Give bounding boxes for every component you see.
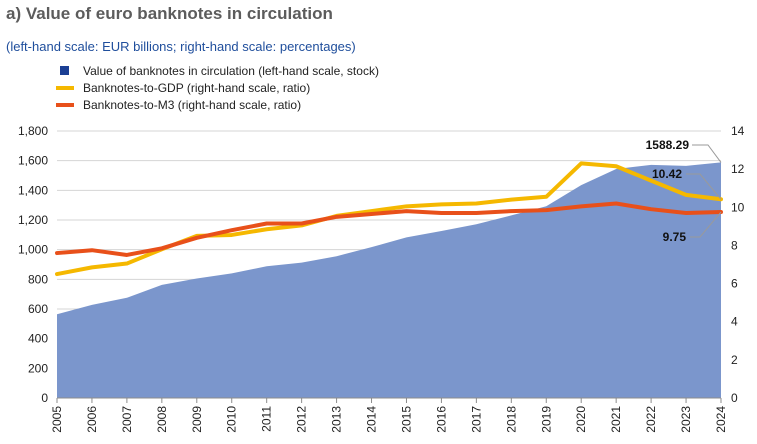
series-line-banknotes-to-m3 [55,201,723,257]
x-tick-label: 2024 [714,406,728,433]
y-right-tick-label: 2 [731,353,738,367]
x-tick-label: 2022 [644,406,658,433]
y-right-tick-label: 4 [731,315,738,329]
legend-label: Value of banknotes in circulation (left-… [83,64,379,78]
chart-title: a) Value of euro banknotes in circulatio… [6,4,333,23]
x-tick-label: 2007 [120,406,134,433]
x-tick-label: 2015 [399,406,413,433]
x-tick-label: 2016 [434,406,448,433]
y-left-tick-label: 400 [28,332,48,346]
x-tick-label: 2014 [365,406,379,433]
y-left-tick-label: 800 [28,272,48,286]
y-right-tick-label: 12 [731,162,745,176]
y-left-tick-label: 1,200 [18,213,48,227]
annotation-leader [692,144,722,163]
y-left-tick-label: 1,800 [18,124,48,138]
y-right-tick-label: 8 [731,238,738,252]
annotation-leader [686,173,722,200]
chart-subtitle: (left-hand scale: EUR billions; right-ha… [6,39,356,54]
x-tick-label: 2008 [155,406,169,433]
legend-label: Banknotes-to-GDP (right-hand scale, rati… [83,81,310,95]
x-tick-label: 2013 [330,406,344,433]
x-tick-label: 2017 [469,406,483,433]
x-tick-label: 2011 [260,406,274,432]
y-right-tick-label: 10 [731,200,745,214]
x-tick-label: 2020 [574,406,588,433]
y-left-tick-label: 1,600 [18,154,48,168]
y-left-tick-label: 600 [28,302,48,316]
x-tick-label: 2018 [504,406,518,433]
x-tick-label: 2012 [295,406,309,433]
y-right-tick-label: 6 [731,277,738,291]
y-right-tick-label: 0 [731,391,738,405]
x-tick-label: 2006 [85,406,99,433]
annotation-label-banknotes-to-gdp: 10.42 [652,167,682,181]
x-tick-label: 2021 [609,406,623,433]
y-right-tick-label: 14 [731,124,745,138]
annotation-label-banknotes-to-m3: 9.75 [663,230,687,244]
x-tick-label: 2010 [225,406,239,433]
series-area-banknotes-value [57,162,721,398]
x-tick-label: 2023 [679,406,693,433]
x-tick-label: 2009 [190,406,204,433]
y-left-tick-label: 1,400 [18,183,48,197]
legend-label: Banknotes-to-M3 (right-hand scale, ratio… [83,98,301,112]
legend-swatch-banknotes-value [60,66,69,75]
y-left-tick-label: 0 [41,391,48,405]
annotation-label-banknotes-value: 1588.29 [646,138,690,152]
y-left-tick-label: 1,000 [18,243,48,257]
x-tick-label: 2019 [539,406,553,433]
annotation-leader [690,211,722,238]
x-tick-label: 2005 [50,406,64,433]
y-left-tick-label: 200 [28,361,48,375]
